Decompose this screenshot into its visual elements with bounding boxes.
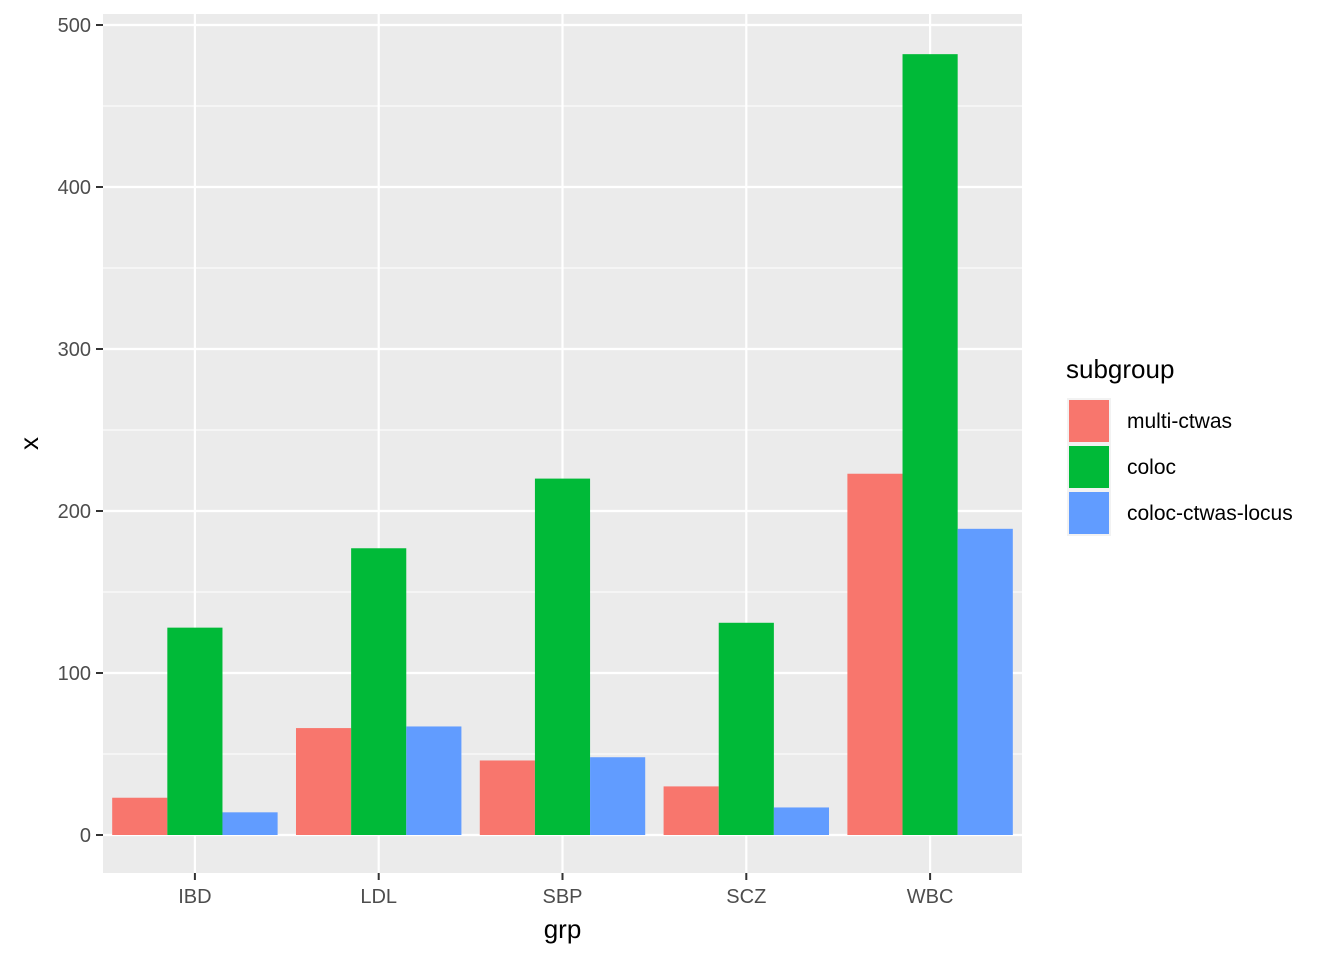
bar-coloc-IBD	[167, 627, 223, 835]
legend-label-coloc: coloc	[1127, 456, 1176, 479]
legend-label-coloc-ctwas-locus: coloc-ctwas-locus	[1127, 502, 1293, 525]
bar-coloc-WBC	[902, 54, 958, 836]
y-tick-label: 300	[58, 339, 91, 361]
legend-swatch-coloc	[1069, 446, 1109, 488]
legend: subgroup multi-ctwas coloc coloc-ctwas-loc…	[1066, 354, 1293, 536]
axes: 0 100 200 300 400 500 IBD LDL SBP SCZ WBC	[58, 15, 954, 908]
bar-multi-ctwas-SBP	[479, 760, 535, 835]
bar-coloc-ctwas-locus-SBP	[590, 757, 646, 835]
bar-coloc-LDL	[351, 548, 407, 835]
bar-coloc-ctwas-locus-IBD	[222, 812, 278, 835]
bar-coloc-SBP	[534, 478, 591, 835]
bar-coloc-SCZ	[718, 622, 774, 835]
y-tick-label: 100	[58, 663, 91, 685]
bar-coloc-ctwas-locus-LDL	[406, 726, 462, 835]
x-tick-label: SBP	[542, 886, 582, 908]
legend-swatch-coloc-ctwas-locus	[1069, 492, 1109, 534]
y-tick-label: 500	[58, 15, 91, 37]
x-tick-label: SCZ	[726, 886, 766, 908]
bar-multi-ctwas-SCZ	[663, 786, 719, 835]
bar-coloc-ctwas-locus-SCZ	[773, 807, 830, 835]
legend-swatch-multi-ctwas	[1069, 400, 1109, 442]
x-tick-label: IBD	[178, 886, 211, 908]
x-tick-label: WBC	[907, 886, 954, 908]
legend-label-multi-ctwas: multi-ctwas	[1127, 410, 1232, 433]
y-axis-title: x	[14, 437, 44, 450]
y-tick-label: 0	[80, 825, 91, 847]
y-tick-label: 400	[58, 177, 91, 199]
bar-multi-ctwas-WBC	[847, 473, 903, 835]
x-axis-title: grp	[544, 914, 582, 944]
bar-coloc-ctwas-locus-WBC	[957, 528, 1013, 835]
x-tick-label: LDL	[360, 886, 397, 908]
y-tick-label: 200	[58, 501, 91, 523]
bars	[112, 54, 1013, 836]
bar-multi-ctwas-IBD	[112, 797, 168, 835]
bar-multi-ctwas-LDL	[295, 728, 352, 835]
legend-title: subgroup	[1066, 354, 1174, 384]
